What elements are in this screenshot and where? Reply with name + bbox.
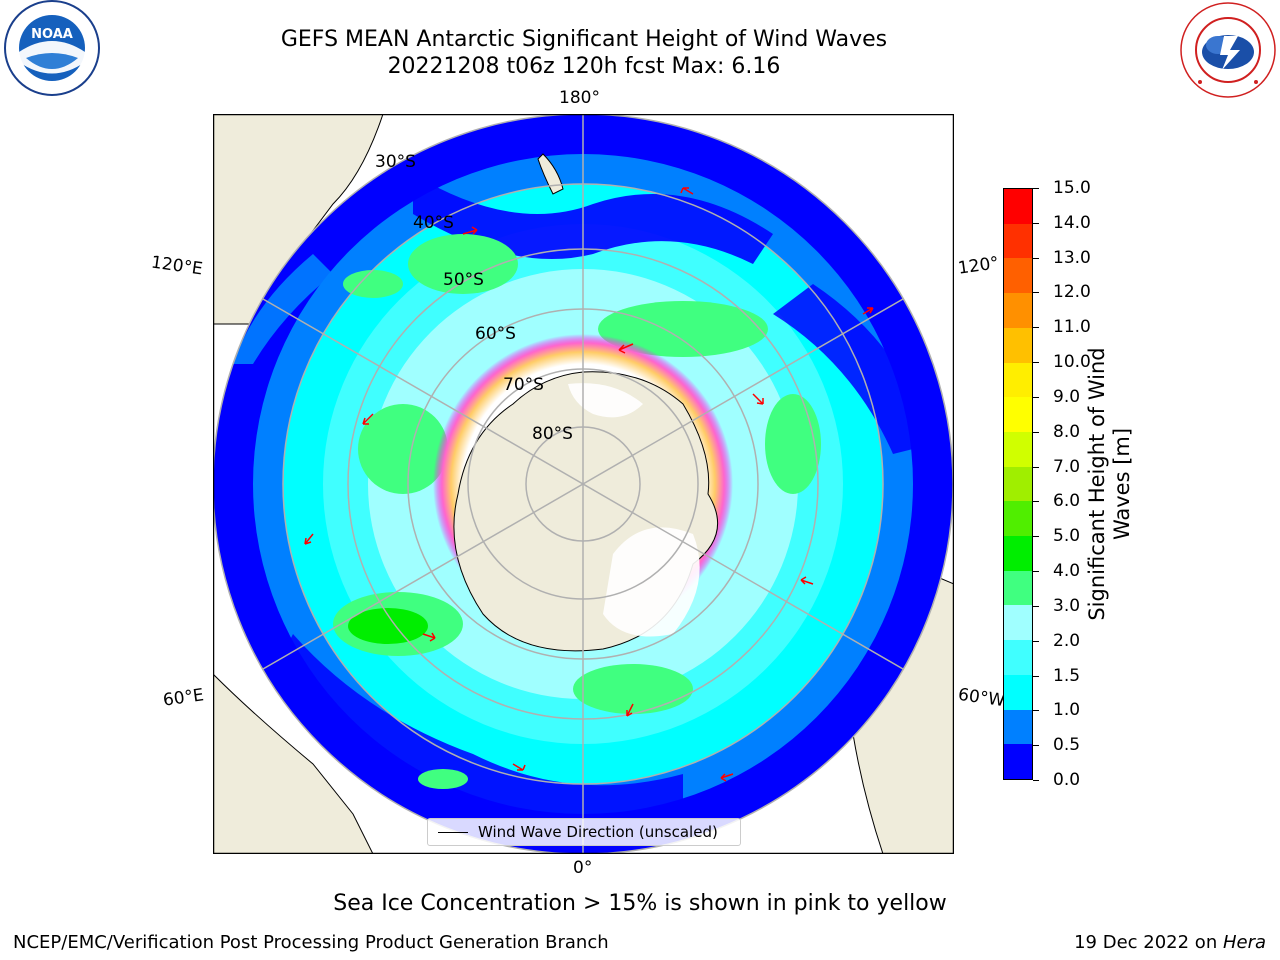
colorbar-tick-label: 12.0 xyxy=(1053,282,1091,303)
colorbar-tick-label: 0.5 xyxy=(1053,735,1081,756)
colorbar-tick-label: 2.0 xyxy=(1053,630,1081,651)
lat-label-30s: 30°S xyxy=(375,152,416,172)
colorbar-title-line2: Waves [m] xyxy=(1110,427,1134,541)
noaa-logo-text: NOAA xyxy=(31,27,73,42)
chart-title-line1: GEFS MEAN Antarctic Significant Height o… xyxy=(280,27,888,52)
colorbar-tick-label: 0.0 xyxy=(1053,770,1081,790)
colorbar-tick-mark xyxy=(1033,571,1039,573)
colorbar-tick-label: 1.0 xyxy=(1053,700,1081,721)
colorbar-tick-mark xyxy=(1033,780,1039,781)
colorbar-tick-label: 6.0 xyxy=(1053,491,1081,512)
legend-label: Wind Wave Direction (unscaled) xyxy=(478,823,718,841)
map-border xyxy=(212,113,955,855)
colorbar-tick-mark xyxy=(1033,710,1039,712)
lat-label-40s: 40°S xyxy=(413,213,454,233)
colorbar-tick-label: 15.0 xyxy=(1053,178,1091,198)
africa-land xyxy=(212,672,374,855)
colorbar-tick-label: 8.0 xyxy=(1053,421,1081,442)
colorbar-segment xyxy=(1004,223,1032,259)
wave-arrows xyxy=(304,187,874,782)
colorbar-tick-mark xyxy=(1033,675,1039,677)
footer-date: 19 Dec 2022 on Hera xyxy=(1074,932,1266,953)
footer-organization: NCEP/EMC/Verification Post Processing Pr… xyxy=(13,932,609,953)
colorbar-tick-label: 9.0 xyxy=(1053,386,1081,407)
lon-label-120e: 120°E xyxy=(149,252,204,280)
noaa-logo: NOAA xyxy=(2,0,102,100)
new-zealand-land xyxy=(537,153,564,195)
colorbar-segment xyxy=(1004,500,1032,537)
colorbar-tick-label: 5.0 xyxy=(1053,526,1081,547)
colorbar-tick-label: 3.0 xyxy=(1053,595,1081,616)
lat-label-70s: 70°S xyxy=(503,375,544,395)
nws-logo xyxy=(1178,0,1278,100)
colorbar-tick-label: 11.0 xyxy=(1053,317,1091,338)
chart-title-line2: 20221208 t06z 120h fcst Max: 6.16 xyxy=(387,54,781,79)
lon-label-0: 0° xyxy=(573,858,593,878)
colorbar-tick-label: 1.5 xyxy=(1053,665,1081,686)
lat-label-80s: 80°S xyxy=(532,424,573,444)
lon-label-120w: 120° xyxy=(956,253,1001,279)
colorbar-segment xyxy=(1004,535,1032,571)
colorbar-tick-mark xyxy=(1033,466,1039,468)
footer-host: Hera xyxy=(1222,932,1266,953)
colorbar-tick-mark xyxy=(1033,188,1039,189)
lon-label-180: 180° xyxy=(559,88,600,108)
colorbar-segment xyxy=(1004,466,1032,502)
colorbar-segment xyxy=(1004,604,1032,641)
colorbar-segment xyxy=(1004,396,1032,432)
colorbar-segment xyxy=(1004,292,1032,328)
lon-label-60e: 60°E xyxy=(161,685,206,711)
colorbar-tick-mark xyxy=(1033,327,1039,329)
colorbar xyxy=(1003,188,1033,780)
colorbar-tick-label: 4.0 xyxy=(1053,561,1081,582)
lat-label-60s: 60°S xyxy=(475,324,516,344)
colorbar-tick-mark xyxy=(1033,640,1039,642)
map-legend: Wind Wave Direction (unscaled) xyxy=(427,818,741,846)
colorbar-segment xyxy=(1004,431,1032,467)
colorbar-tick-mark xyxy=(1033,396,1039,398)
colorbar-tick-label: 10.0 xyxy=(1053,352,1091,373)
colorbar-tick-mark xyxy=(1033,745,1039,747)
colorbar-tick-mark xyxy=(1033,362,1039,364)
colorbar-tick-mark xyxy=(1033,605,1039,607)
legend-line-swatch xyxy=(438,832,468,833)
colorbar-segment xyxy=(1004,674,1032,710)
colorbar-tick-mark xyxy=(1033,292,1039,294)
colorbar-segment xyxy=(1004,570,1032,606)
colorbar-segment xyxy=(1004,639,1032,675)
colorbar-segment xyxy=(1004,362,1032,398)
colorbar-tick-label: 13.0 xyxy=(1053,247,1091,268)
colorbar-title-line1: Significant Height of Wind xyxy=(1085,347,1109,621)
colorbar-segment xyxy=(1004,327,1032,363)
colorbar-segment xyxy=(1004,257,1032,294)
polar-map: 180° 0° 120°E 60°E 120° 60°W 30°S 40°S 5… xyxy=(150,88,1006,878)
lon-label-60w: 60°W xyxy=(956,684,1007,712)
colorbar-segment xyxy=(1004,188,1032,224)
colorbar-tick-mark xyxy=(1033,431,1039,433)
sea-ice-caption: Sea Ice Concentration > 15% is shown in … xyxy=(333,891,947,916)
footer-date-text: 19 Dec 2022 on xyxy=(1074,932,1223,953)
colorbar-segment xyxy=(1004,743,1032,779)
colorbar-tick-mark xyxy=(1033,222,1039,224)
lat-label-50s: 50°S xyxy=(443,270,484,290)
colorbar-tick-label: 14.0 xyxy=(1053,212,1091,233)
colorbar-tick-mark xyxy=(1033,257,1039,259)
colorbar-tick-mark xyxy=(1033,501,1039,503)
colorbar-segment xyxy=(1004,709,1032,745)
colorbar-tick-mark xyxy=(1033,536,1039,538)
colorbar-tick-label: 7.0 xyxy=(1053,456,1081,477)
